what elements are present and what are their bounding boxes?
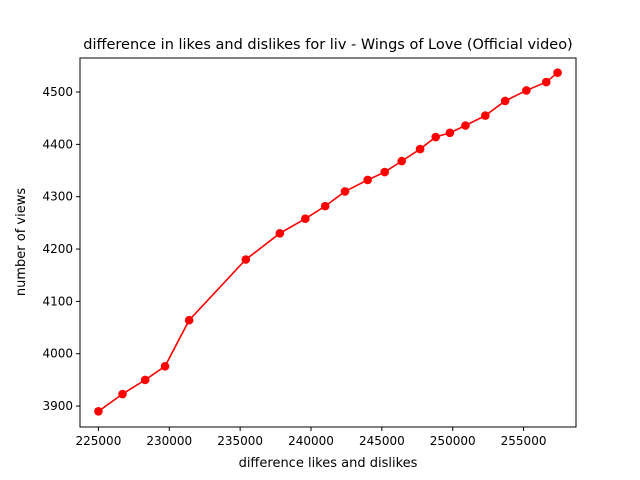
x-tick-label: 250000 bbox=[430, 434, 476, 448]
data-point bbox=[553, 68, 562, 77]
data-point bbox=[522, 86, 531, 95]
x-tick-label: 255000 bbox=[501, 434, 547, 448]
y-tick-label: 4300 bbox=[42, 190, 73, 204]
data-point bbox=[94, 407, 103, 416]
data-point bbox=[500, 96, 510, 106]
y-tick-label: 3900 bbox=[42, 399, 73, 413]
plot-area bbox=[94, 68, 562, 416]
data-point bbox=[397, 156, 406, 166]
data-point bbox=[118, 389, 127, 399]
data-point bbox=[160, 361, 170, 371]
data-point bbox=[380, 167, 389, 177]
data-point bbox=[301, 214, 310, 223]
x-axis-label: difference likes and dislikes bbox=[239, 456, 418, 471]
y-axis-label: number of views bbox=[14, 188, 29, 296]
x-tick-label: 245000 bbox=[359, 434, 405, 448]
data-point bbox=[340, 187, 350, 196]
data-point bbox=[184, 315, 194, 325]
data-point bbox=[481, 111, 490, 120]
data-point bbox=[241, 255, 251, 264]
series-line bbox=[97, 72, 559, 412]
y-tick-label: 4500 bbox=[42, 85, 73, 99]
data-point bbox=[461, 121, 470, 130]
x-tick-label: 240000 bbox=[288, 434, 334, 448]
data-point bbox=[140, 375, 150, 385]
x-tick-label: 235000 bbox=[217, 434, 263, 448]
data-point bbox=[415, 144, 425, 154]
axis-ticks: 225000 230000 235000 240000 245000 250000 2550… bbox=[42, 85, 546, 448]
x-tick-label: 230000 bbox=[146, 434, 192, 448]
y-tick-label: 4000 bbox=[42, 347, 73, 361]
y-tick-label: 4400 bbox=[42, 137, 73, 151]
y-tick-label: 4100 bbox=[42, 294, 73, 308]
axes-frame bbox=[79, 57, 577, 428]
y-tick-label: 4200 bbox=[42, 242, 73, 256]
data-point bbox=[541, 77, 551, 87]
data-point bbox=[445, 128, 455, 138]
data-point bbox=[431, 132, 441, 142]
chart-title: difference in likes and dislikes for liv… bbox=[83, 37, 572, 53]
data-point bbox=[320, 201, 330, 211]
data-point bbox=[275, 229, 285, 238]
x-tick-label: 225000 bbox=[76, 434, 122, 448]
data-point bbox=[363, 175, 372, 185]
